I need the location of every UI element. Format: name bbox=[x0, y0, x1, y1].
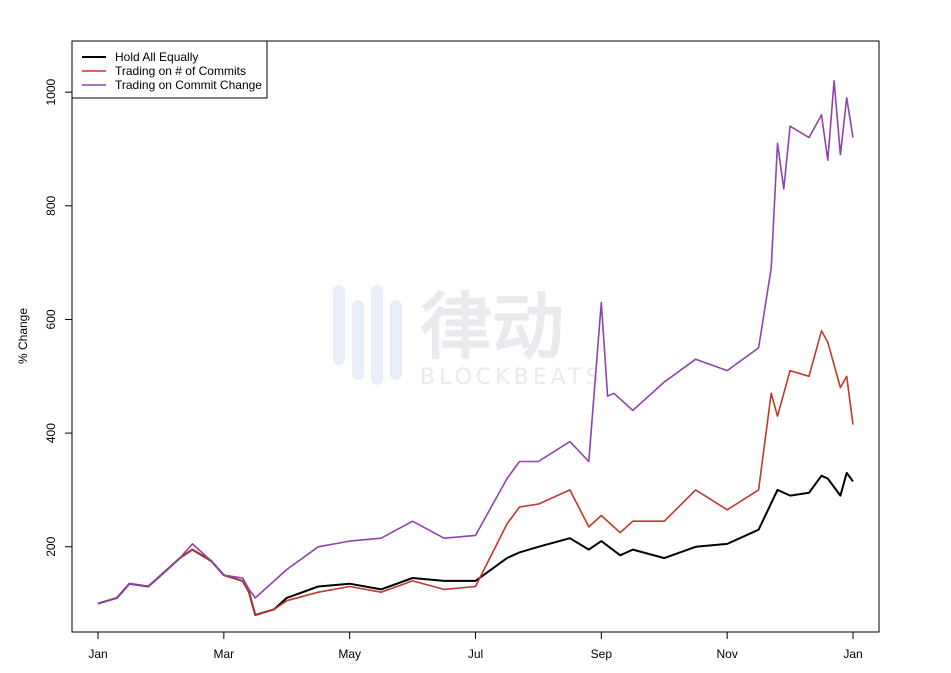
legend-entry-0: Hold All Equally bbox=[82, 50, 198, 64]
watermark-main-text: 律动 bbox=[420, 285, 564, 369]
legend-label-0: Hold All Equally bbox=[115, 50, 198, 64]
x-tick-label: Jul bbox=[468, 647, 483, 661]
legend: Hold All Equally Trading on # of Commits… bbox=[71, 40, 268, 99]
x-tick-label: Jan bbox=[843, 647, 862, 661]
series-line-0 bbox=[97, 471, 854, 616]
watermark-logo-icon bbox=[333, 285, 402, 385]
y-tick-label: 800 bbox=[44, 195, 58, 215]
y-tick-label: 1000 bbox=[44, 78, 58, 105]
watermark: 律动 BLOCKBEATS bbox=[333, 285, 603, 390]
y-tick-label: 200 bbox=[44, 536, 58, 556]
legend-box bbox=[71, 40, 268, 99]
x-axis: Jan Mar May Jul Sep Nov Jan bbox=[88, 632, 863, 661]
x-tick-label: Nov bbox=[716, 647, 737, 661]
watermark-sub-text: BLOCKBEATS bbox=[420, 365, 603, 390]
x-tick-label: Jan bbox=[88, 647, 107, 661]
y-tick-label: 600 bbox=[44, 309, 58, 329]
x-tick-label: Mar bbox=[213, 647, 234, 661]
x-tick-label: May bbox=[338, 647, 361, 661]
legend-label-1: Trading on # of Commits bbox=[115, 64, 246, 78]
legend-entry-2: Trading on Commit Change bbox=[82, 78, 262, 92]
x-tick-label: Sep bbox=[591, 647, 613, 661]
series-line-2 bbox=[97, 80, 854, 605]
y-axis: 200 400 600 800 1000 bbox=[44, 78, 72, 557]
y-tick-label: 400 bbox=[44, 423, 58, 443]
series-line-1 bbox=[97, 329, 854, 616]
series-group bbox=[97, 80, 854, 616]
y-axis-title: % Change bbox=[16, 308, 30, 364]
legend-label-2: Trading on Commit Change bbox=[115, 78, 262, 92]
legend-entry-1: Trading on # of Commits bbox=[82, 64, 246, 78]
